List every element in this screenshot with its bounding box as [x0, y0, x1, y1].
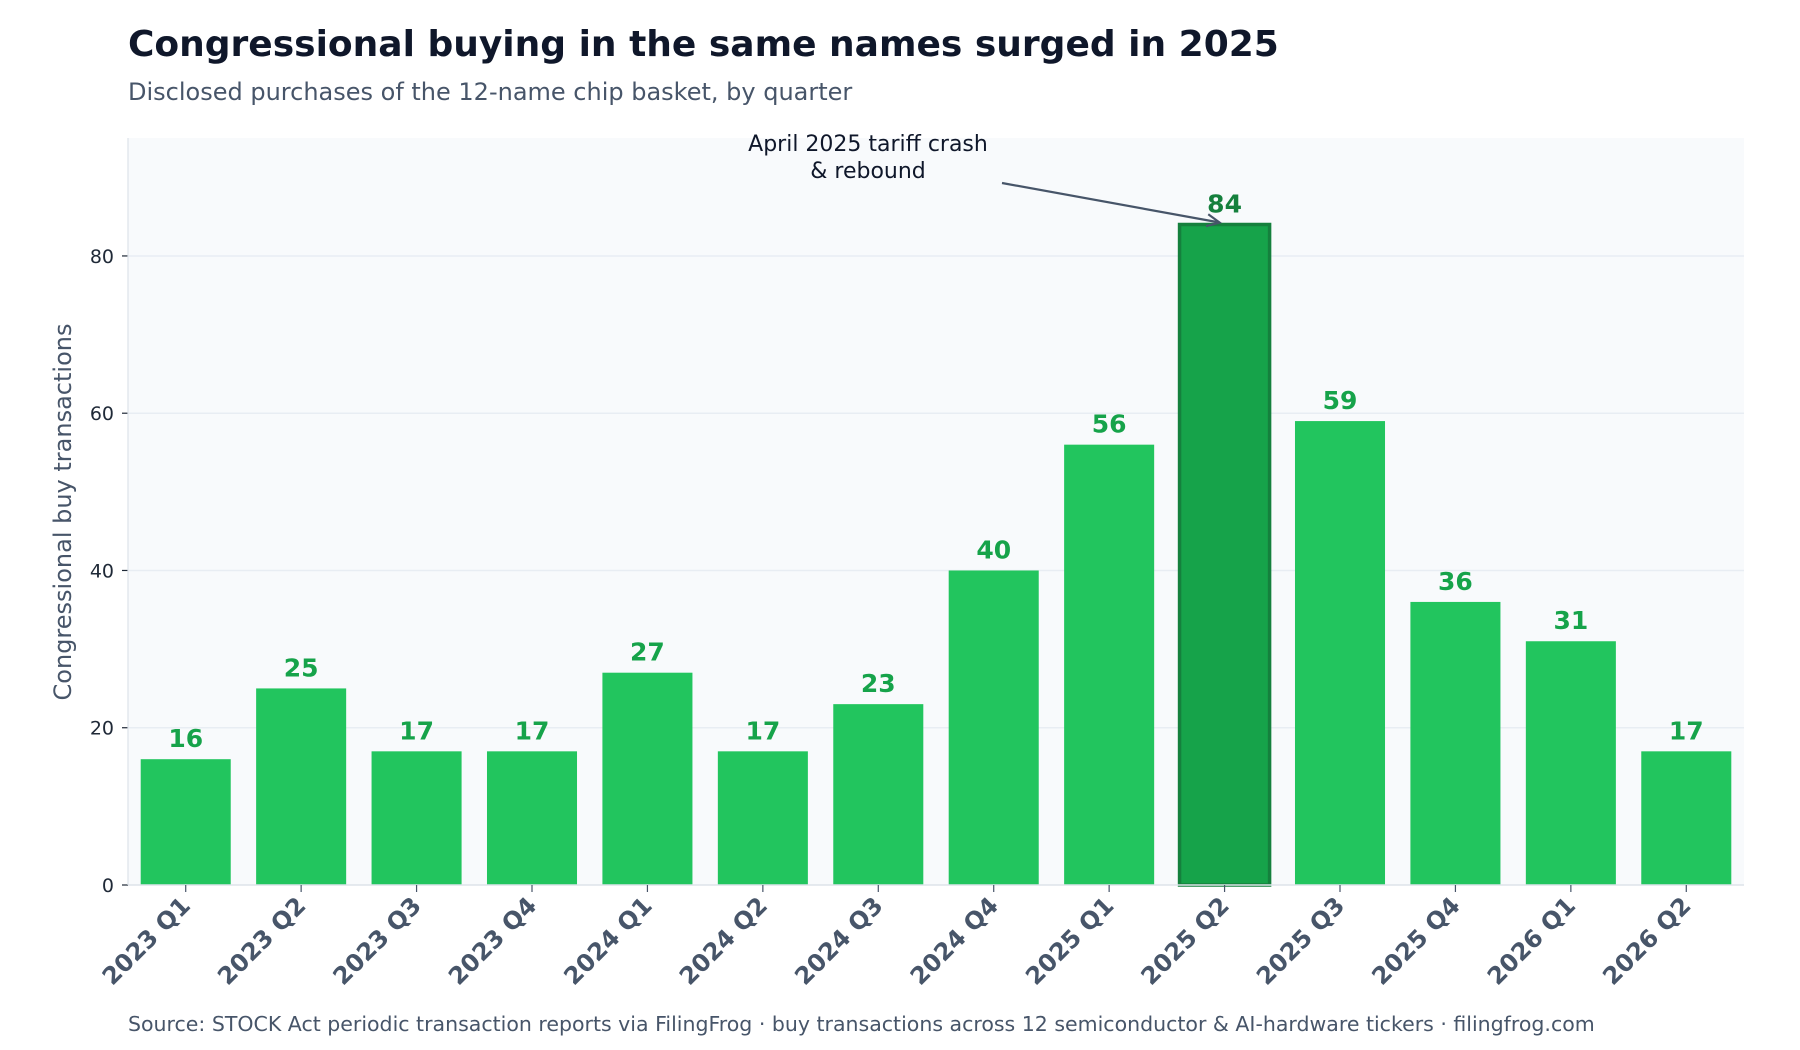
source-footer: Source: STOCK Act periodic transaction r…	[128, 1012, 1595, 1036]
chart-title: Congressional buying in the same names s…	[128, 24, 1279, 65]
data-label: 36	[1438, 567, 1473, 596]
annotation-arrow	[1001, 181, 1220, 224]
bar	[1641, 751, 1732, 885]
x-tick-label: 2023 Q1	[97, 891, 196, 990]
bar	[948, 570, 1039, 885]
data-label: 31	[1553, 606, 1588, 635]
bar-chart: 16 25 17 17 27 17 23 40 56 84 59 36 31 17 0 20 40 60 80 20…	[49, 132, 1744, 991]
data-label: 17	[515, 716, 550, 745]
x-tick-label: 2024 Q3	[789, 891, 888, 990]
bar	[1525, 641, 1616, 885]
data-label: 17	[1669, 716, 1704, 745]
data-labels: 16 25 17 17 27 17 23 40 56 84 59 36 31 17	[168, 189, 1703, 753]
x-tick-label: 2023 Q4	[443, 891, 542, 990]
data-label: 84	[1207, 189, 1242, 218]
bar	[1410, 601, 1501, 885]
chart-subtitle: Disclosed purchases of the 12-name chip …	[128, 78, 853, 106]
annotation-arrowhead	[1205, 213, 1223, 228]
x-tick-label: 2024 Q1	[558, 891, 657, 990]
x-tick-label: 2024 Q2	[674, 891, 773, 990]
bars	[140, 222, 1732, 887]
y-tick-label: 60	[90, 403, 114, 425]
x-tick-label: 2023 Q2	[212, 891, 311, 990]
x-tick-label: 2025 Q1	[1020, 891, 1119, 990]
data-label: 17	[399, 716, 434, 745]
data-label: 40	[976, 535, 1011, 564]
bar	[140, 759, 231, 885]
data-label: 59	[1323, 386, 1358, 415]
bar	[486, 751, 578, 885]
x-tick-label: 2025 Q3	[1251, 891, 1350, 990]
x-tick-label: 2025 Q4	[1366, 891, 1465, 990]
y-tick-label: 40	[90, 560, 114, 582]
data-label: 16	[168, 724, 203, 753]
x-tick-label: 2026 Q1	[1482, 891, 1581, 990]
data-label: 17	[745, 716, 780, 745]
bar	[1177, 222, 1272, 887]
y-tick-label: 0	[102, 875, 114, 897]
y-tick-label: 20	[90, 718, 114, 740]
annotation: April 2025 tariff crash& rebound	[748, 132, 1223, 228]
bar	[1064, 444, 1155, 885]
data-label: 23	[861, 669, 896, 698]
bar	[602, 672, 693, 885]
y-tick-label: 80	[90, 246, 114, 268]
annotation-text: & rebound	[810, 159, 926, 184]
data-label: 25	[284, 653, 319, 682]
bar	[717, 751, 808, 885]
plot-area	[128, 138, 1744, 885]
x-tick-label: 2025 Q2	[1136, 891, 1235, 990]
y-axis-label: Congressional buy transactions	[49, 324, 77, 701]
bar	[256, 688, 347, 885]
x-tick-label: 2024 Q4	[905, 891, 1004, 990]
annotation-text: April 2025 tariff crash	[748, 132, 988, 157]
bar	[371, 751, 462, 885]
bar	[1294, 421, 1386, 885]
x-tick-label: 2023 Q3	[328, 891, 427, 990]
x-tick-label: 2026 Q2	[1597, 891, 1696, 990]
bar	[833, 704, 924, 885]
data-label: 56	[1092, 410, 1127, 439]
data-label: 27	[630, 638, 665, 667]
